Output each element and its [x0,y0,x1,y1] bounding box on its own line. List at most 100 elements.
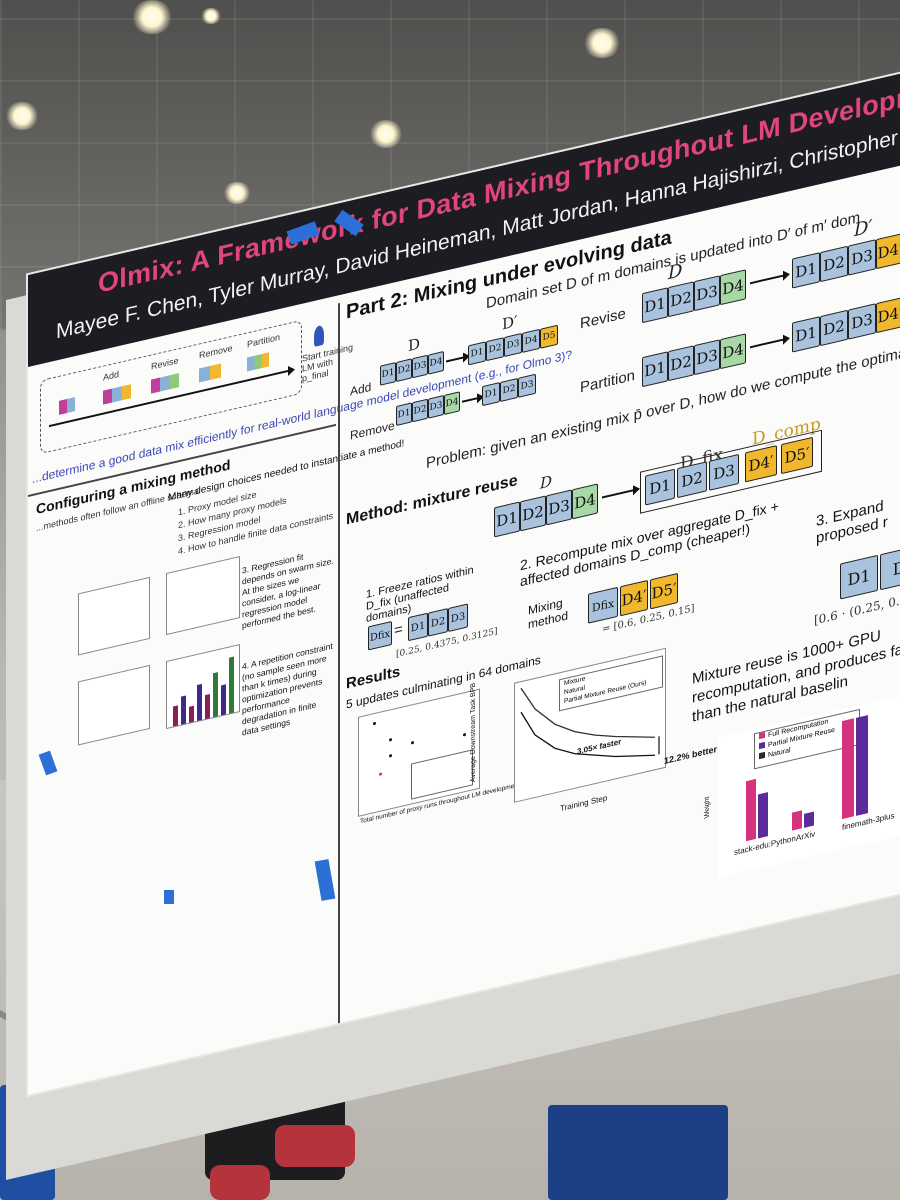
ceiling-light [4,102,40,130]
pipeline-label-partition: Partition [247,331,281,350]
loss-curve-plot [78,664,150,746]
line-xlabel: Training Step [560,793,608,814]
tote-bag [548,1105,728,1200]
ceiling-light [130,0,174,34]
repetition-bar-plot [166,644,240,730]
domain-box-new: D4′ [620,579,648,617]
scatter-point [379,772,382,776]
domain-box: D2 [668,281,694,318]
person-shoe [210,1165,270,1200]
domain-box: D3 [546,489,572,526]
pipeline-mix-swatch [151,373,179,394]
dfix-box: Dfix [368,620,392,651]
remove-arrow [462,397,478,403]
poster-header: Olmix: A Framework for Data Mixing Throu… [28,67,900,367]
domain-box: D2 [668,345,694,382]
label-Dprime-add: D′ [502,312,518,334]
design-choices-list: 1. Proxy model size 2. How many proxy mo… [178,471,333,559]
add-arrow [446,356,464,363]
domain-box: D1 [792,252,820,289]
domain-box: D4 [428,350,444,375]
partition-arrow [750,338,784,349]
domain-box: D2 [820,245,848,283]
domain-box: D3 [412,354,428,379]
domain-box: D1 [840,554,878,600]
scatter-point [389,753,392,758]
domain-box: D1 [642,351,668,388]
bar-ylabel: Weight [704,795,711,819]
domain-box: D2 [396,358,412,383]
pipeline-mix-swatch [247,352,269,372]
domain-box-new: D4′ [876,232,900,270]
domain-box: D2 [486,337,504,362]
domain-box: D1 [494,501,520,538]
ceiling-light [582,28,622,58]
domain-box-partitioned: D4 [720,333,746,370]
domain-box: D1 [468,341,486,366]
label-Dprime-revise: D′ [854,216,873,242]
revise-arrow [750,274,784,285]
column-divider [338,303,340,1024]
bar [197,683,202,721]
domain-box: D1 [396,402,412,427]
domain-box: D3 [504,332,522,358]
bar [205,693,210,720]
method-title: Method: mixture reuse [346,471,518,529]
domain-box: D3 [694,275,720,312]
pipeline-end-label: Start training LM with p_final [302,341,354,384]
domain-box: D4 [522,328,540,353]
ceiling-light [222,182,252,204]
bar [229,656,234,714]
domain-box: D3 [848,239,876,276]
swarm-size-plot [166,556,240,636]
better-label: 12.2% better [664,743,718,767]
domain-box: D2 [500,377,518,403]
pipeline-label-revise: Revise [151,355,179,372]
domain-box-removed: D4 [444,391,460,415]
ceiling-light [368,120,404,148]
domain-box: D3 [448,603,468,633]
method-label-D: D [540,472,553,493]
domain-box: D3 [709,453,739,491]
step3-values: [0.6 · (0.25, 0.4 [814,591,900,628]
label-revise: Revise [580,304,626,333]
domain-box: D2 [820,309,848,347]
rocket-icon [314,324,324,347]
pipeline-mix-swatch [59,397,75,415]
bar [221,684,226,716]
domain-box: D2 [677,461,707,499]
pipeline-label-remove: Remove [199,342,233,361]
partial-reuse-line [520,711,656,758]
method-arrow [602,489,634,499]
bar-full-recomputation [746,778,756,842]
domain-box: D4 [572,483,598,520]
domain-box-new: D5 [540,324,558,349]
domain-box-new: D4′ [876,296,900,334]
line-chart-svg [520,687,660,758]
domain-weight-bar-chart: Full Recomputation Partial Mixture Reuse… [718,689,900,878]
pipeline-label-add: Add [103,368,120,383]
domain-box-new: D4′ [745,445,777,483]
label-D-revise: D [668,259,683,285]
domain-box: D3 [428,394,444,419]
domain-box-new: D5′ [781,436,813,475]
ceiling-light [200,8,222,24]
equals-sign: = [394,620,403,640]
label-partition: Partition [580,366,636,397]
bar [189,705,194,723]
label-D-add: D [408,334,421,356]
domain-box: D1 [380,362,396,386]
domain-box: D1 [792,316,820,353]
line-ylabel: Average Downstream Task BPB [470,681,477,783]
pipeline-mix-swatch [199,363,221,383]
bar [181,695,186,725]
domain-box: D2 [428,608,448,637]
domain-box: D2 [520,495,546,532]
regression-note: 3. Regression fit depends on swarm size.… [242,551,334,631]
domain-box: D [880,545,900,591]
bar-partial-reuse [856,715,868,816]
natural-line [520,687,656,738]
bar-full-recomputation [842,718,854,820]
domain-box: D2 [412,398,428,423]
domain-box-revised: D4 [720,269,746,306]
